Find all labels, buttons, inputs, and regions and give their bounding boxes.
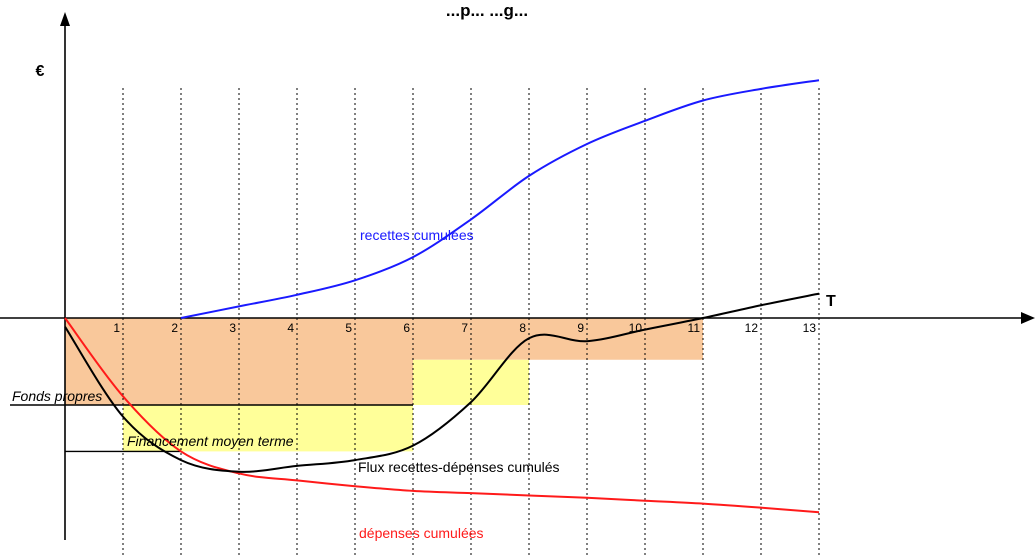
x-tick-label-12: 12 bbox=[745, 321, 759, 335]
x-tick-label-3: 3 bbox=[229, 321, 236, 335]
area-fonds-propres-0 bbox=[65, 318, 413, 405]
x-axis-label: T bbox=[826, 293, 836, 310]
x-tick-label-13: 13 bbox=[803, 321, 817, 335]
depenses-label: dépenses cumulées bbox=[359, 525, 484, 541]
x-axis-arrow bbox=[1021, 312, 1035, 324]
x-tick-label-5: 5 bbox=[345, 321, 352, 335]
area-fonds-propres-1 bbox=[413, 318, 703, 360]
x-tick-label-4: 4 bbox=[287, 321, 294, 335]
vertical-grid bbox=[122, 88, 820, 556]
financement-label: Financement moyen terme bbox=[127, 433, 294, 449]
flux-label: Flux recettes-dépenses cumulés bbox=[358, 459, 560, 475]
x-tick-label-2: 2 bbox=[171, 321, 178, 335]
fonds-propres-label: Fonds propres bbox=[12, 388, 102, 404]
x-tick-label-1: 1 bbox=[113, 321, 120, 335]
axes bbox=[0, 12, 1035, 540]
x-tick-label-6: 6 bbox=[403, 321, 410, 335]
labels: 1 2 3 4 5 6 7 8 9 10 11 12 13...p... ...g...€Trecett… bbox=[12, 1, 836, 541]
y-axis-label: € bbox=[36, 63, 45, 80]
recettes-label: recettes cumulées bbox=[360, 227, 474, 243]
area-financement-2 bbox=[413, 359, 529, 405]
x-tick-label-7: 7 bbox=[461, 321, 468, 335]
chart-title: ...p... ...g... bbox=[446, 1, 528, 20]
depenses-line bbox=[64, 317, 820, 514]
recettes-line bbox=[180, 79, 820, 319]
y-axis-arrow bbox=[60, 12, 70, 26]
series-lines bbox=[64, 79, 820, 514]
x-tick-label-9: 9 bbox=[577, 321, 584, 335]
x-tick-label-11: 11 bbox=[688, 321, 701, 335]
flux-line bbox=[64, 292, 820, 473]
x-tick-label-10: 10 bbox=[629, 321, 643, 335]
x-tick-label-8: 8 bbox=[519, 321, 526, 335]
